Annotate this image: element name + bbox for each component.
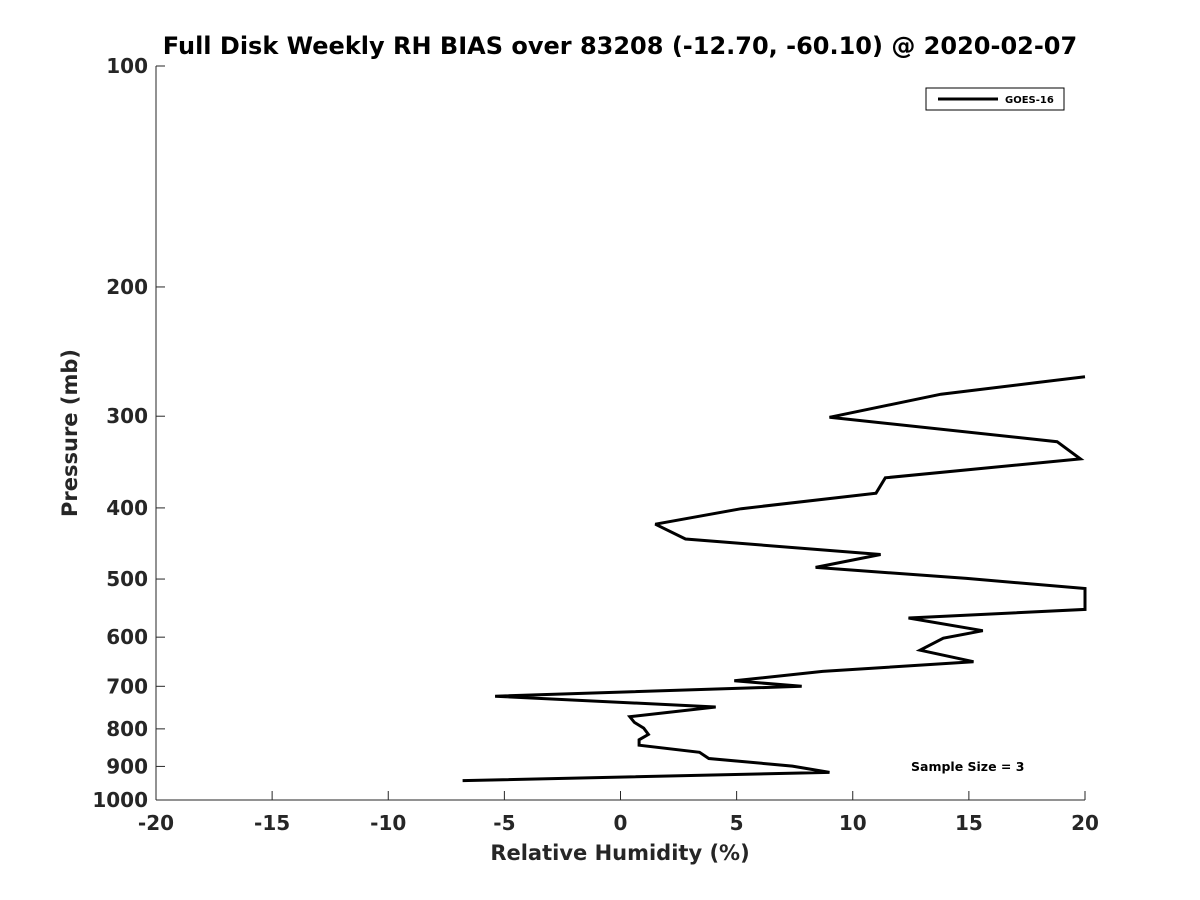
x-axis-label: Relative Humidity (%) xyxy=(490,841,749,865)
y-axis-label: Pressure (mb) xyxy=(58,349,82,517)
series-line-goes-16 xyxy=(462,375,1087,783)
legend-label-goes-16: GOES-16 xyxy=(1005,95,1054,106)
chart-title: Full Disk Weekly RH BIAS over 83208 (-12… xyxy=(163,32,1077,60)
y-tick-label: 100 xyxy=(106,54,148,78)
y-axis: 100 200 300 400 500 600 700 800 900 1000 xyxy=(92,54,165,812)
x-tick-label: 5 xyxy=(730,811,744,835)
x-axis: -20 -15 -10 -5 0 5 10 15 20 xyxy=(138,791,1099,835)
y-tick-label: 200 xyxy=(106,275,148,299)
y-tick-label: 1000 xyxy=(92,788,148,812)
y-tick-label: 500 xyxy=(106,567,148,591)
y-tick-label: 700 xyxy=(106,674,148,698)
y-tick-label: 300 xyxy=(106,404,148,428)
y-tick-label: 400 xyxy=(106,496,148,520)
x-tick-label: -10 xyxy=(370,811,406,835)
x-tick-label: -20 xyxy=(138,811,174,835)
series-layer xyxy=(462,375,1087,783)
plot-area xyxy=(155,66,1085,801)
x-tick-label: 20 xyxy=(1071,811,1099,835)
sample-size-annotation: Sample Size = 3 xyxy=(911,759,1024,774)
x-tick-label: 10 xyxy=(839,811,867,835)
x-tick-label: -15 xyxy=(254,811,290,835)
x-tick-label: -5 xyxy=(493,811,515,835)
y-tick-label: 600 xyxy=(106,625,148,649)
y-tick-label: 800 xyxy=(106,717,148,741)
y-tick-label: 900 xyxy=(106,754,148,778)
x-tick-label: 15 xyxy=(955,811,983,835)
x-tick-label: 0 xyxy=(614,811,628,835)
legend: GOES-16 xyxy=(925,87,1065,111)
